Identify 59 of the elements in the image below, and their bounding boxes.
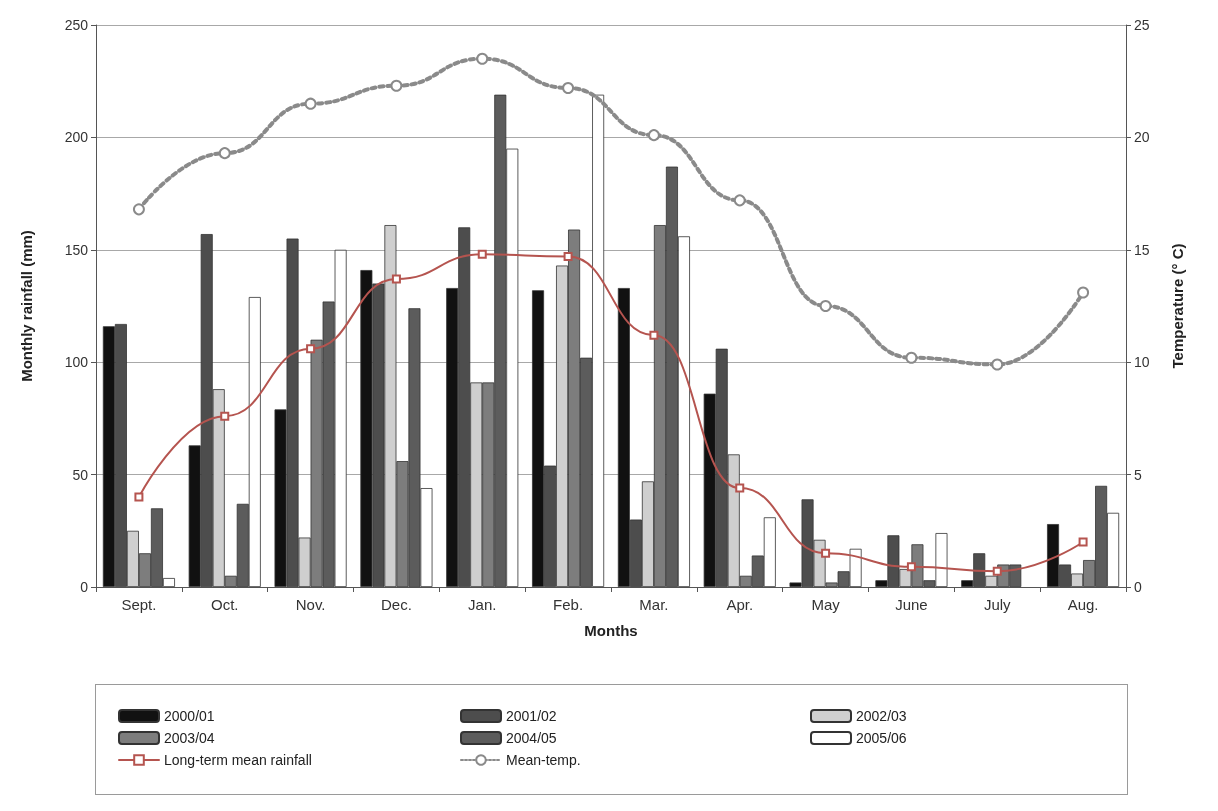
y2-axis-title: Temperature (° C) — [1169, 243, 1186, 369]
point — [1077, 286, 1090, 299]
y-tick-label: 250 — [64, 17, 89, 33]
x-tick-label: June — [895, 596, 928, 613]
x-tick-label: Aug. — [1067, 596, 1099, 613]
legend-label: 2002/03 — [856, 708, 907, 724]
y2-tick-label: 20 — [1134, 129, 1150, 146]
point — [991, 358, 1004, 371]
point — [1078, 537, 1088, 547]
y-tick-label: 150 — [64, 241, 89, 258]
y2-tick-label: 5 — [1134, 466, 1142, 483]
point — [134, 492, 144, 502]
point — [306, 344, 316, 354]
y-tick-label: 200 — [64, 129, 89, 146]
legend-label: 2003/04 — [164, 730, 215, 746]
point — [733, 194, 746, 207]
y2-tick-label: 25 — [1134, 17, 1150, 33]
x-tick-label: Sept. — [121, 596, 157, 613]
x-tick-label: Mar. — [639, 596, 669, 613]
point — [992, 566, 1002, 576]
x-tick-label: Apr. — [726, 596, 754, 613]
x-tick-label: Feb. — [553, 596, 584, 613]
x-tick-label: July — [983, 596, 1012, 613]
legend-label: 2000/01 — [164, 708, 215, 724]
legend-label: 2001/02 — [506, 708, 557, 724]
x-tick-label: Jan. — [468, 596, 497, 613]
point — [906, 562, 916, 572]
y2-tick-label: 10 — [1134, 354, 1150, 371]
legend-label: 2004/05 — [506, 730, 557, 746]
point — [132, 203, 145, 216]
point — [391, 274, 401, 284]
y-tick-label: 100 — [64, 354, 89, 371]
point — [821, 548, 831, 558]
x-tick-label: Oct. — [210, 596, 239, 613]
y-tick-label: 0 — [80, 579, 89, 595]
point — [220, 411, 230, 421]
x-tick-label: May — [811, 596, 841, 613]
x-tick-label: Nov. — [295, 596, 326, 613]
y2-tick-label: 15 — [1134, 241, 1150, 258]
point — [819, 300, 832, 312]
point — [390, 79, 403, 92]
point — [647, 129, 660, 142]
point — [304, 97, 317, 110]
point — [476, 52, 489, 65]
legend-label: Mean-temp. — [506, 752, 581, 768]
legend-label: Long-term mean rainfall — [164, 752, 312, 768]
x-axis-title: Months — [584, 622, 638, 639]
x-tick-label: Dec. — [380, 596, 412, 613]
y2-tick-label: 0 — [1134, 579, 1142, 595]
y-tick-label: 50 — [72, 466, 89, 483]
point — [218, 147, 231, 160]
point — [477, 249, 487, 259]
point — [563, 252, 573, 262]
point — [562, 81, 575, 94]
point — [905, 351, 918, 364]
point — [649, 330, 659, 340]
y-axis-title: Monthly rainfall (mm) — [18, 230, 35, 382]
legend-label: 2005/06 — [856, 730, 907, 746]
point — [735, 483, 745, 493]
